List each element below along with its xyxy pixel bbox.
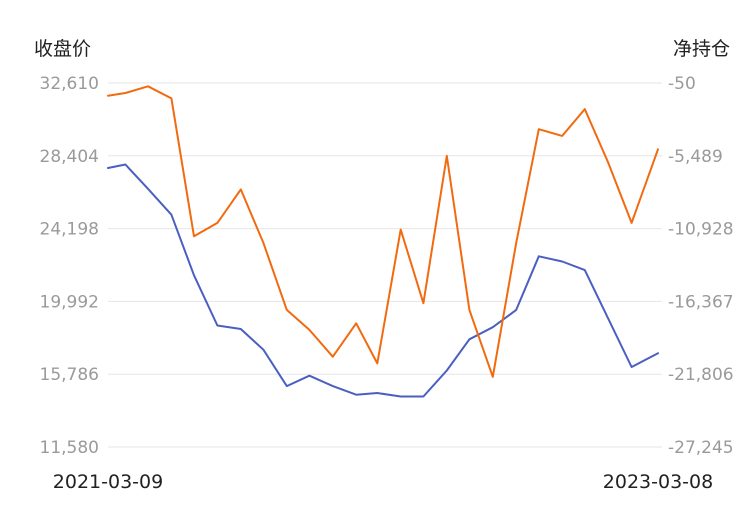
right-tick-label: -27,245 xyxy=(668,438,734,458)
right-tick-label: -10,928 xyxy=(668,220,734,240)
left-tick-label: 32,610 xyxy=(40,74,99,94)
left-tick-label: 24,198 xyxy=(40,220,99,240)
left-tick-label: 11,580 xyxy=(40,438,99,458)
right-tick-label: -5,489 xyxy=(668,147,723,167)
left-tick-label: 15,786 xyxy=(40,365,99,385)
right-tick-label: -16,367 xyxy=(668,292,734,312)
gridlines xyxy=(108,82,662,448)
right-tick-label: -21,806 xyxy=(668,365,734,385)
left-tick-label: 28,404 xyxy=(40,147,99,167)
x-end-label: 2023-03-08 xyxy=(603,471,713,493)
left-tick-label: 19,992 xyxy=(40,292,99,312)
right-axis-ticks: -50 -5,489 -10,928 -16,367 -21,806 -27,245 xyxy=(668,74,734,458)
right-tick-label: -50 xyxy=(668,74,696,94)
net-position-series-line xyxy=(107,85,659,378)
left-axis-ticks: 32,610 28,404 24,198 19,992 15,786 11,580 xyxy=(40,74,99,458)
x-start-label: 2021-03-09 xyxy=(53,471,163,493)
left-axis-title: 收盘价 xyxy=(34,38,91,60)
close-price-series-line xyxy=(107,163,659,398)
series-lines xyxy=(107,85,659,398)
right-axis-title: 净持仓 xyxy=(673,38,730,60)
